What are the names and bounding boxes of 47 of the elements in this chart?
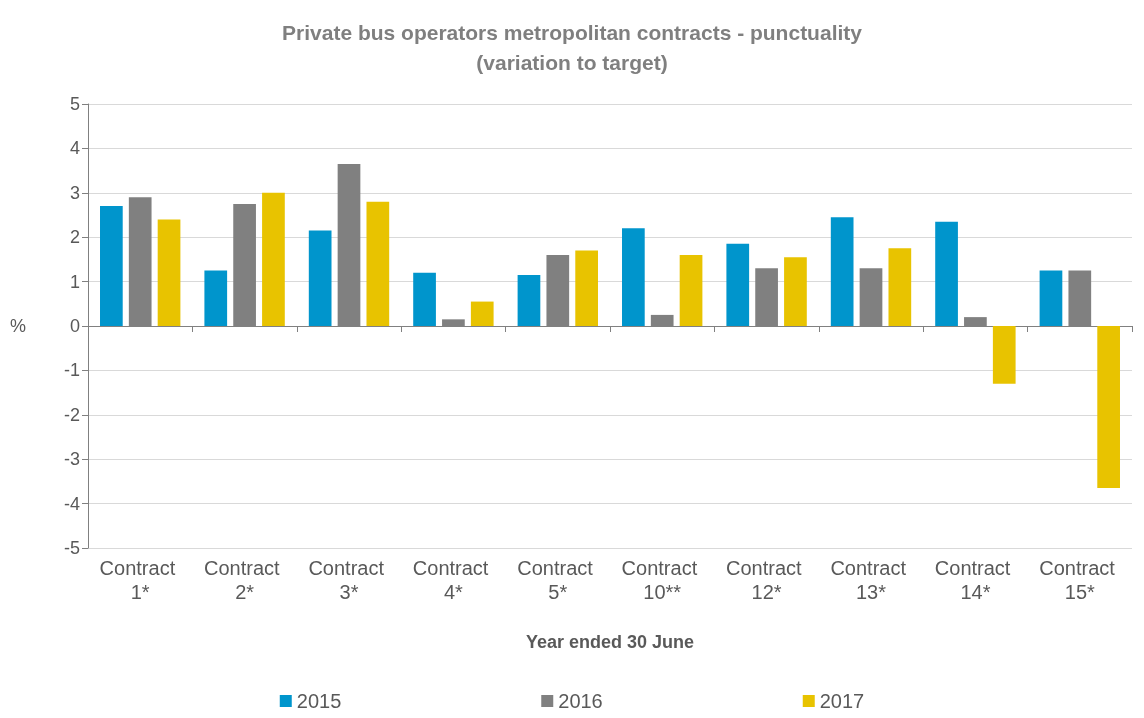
y-axis-title: %: [9, 316, 26, 336]
bar: [830, 217, 854, 326]
bar: [413, 272, 436, 326]
bar: [262, 192, 285, 326]
x-tick-label: Contract 10**: [621, 557, 703, 603]
bar: [470, 301, 494, 326]
x-tick-label: Contract 14*: [934, 557, 1016, 603]
chart-title: Private bus operators metropolitan contracts - punctuality (variation to target): [282, 20, 863, 74]
bar: [784, 257, 807, 326]
bar: [1039, 270, 1063, 326]
bar: [100, 206, 123, 326]
x-tick-label: Contract 15*: [1039, 557, 1121, 603]
legend-label: 2016: [558, 690, 603, 712]
y-tick-label: 5: [69, 94, 80, 114]
x-tick-label: Contract 3*: [308, 557, 390, 603]
bar: [726, 243, 750, 326]
y-tick-label: -3: [63, 449, 80, 470]
bar: [935, 221, 958, 326]
x-axis-title: Year ended 30 June: [525, 632, 695, 652]
bar: [366, 201, 390, 326]
bar: [1097, 326, 1120, 489]
y-tick-label: 2: [69, 227, 80, 248]
legend-label: 2017: [819, 690, 865, 712]
x-tick-label: Contract 1*: [99, 557, 181, 603]
bar: [517, 274, 541, 326]
bar: [157, 219, 181, 326]
y-tick-label: -5: [63, 538, 80, 558]
bar: [204, 270, 228, 326]
bar: [992, 326, 1016, 384]
x-tick-label: Contract 13*: [830, 557, 912, 603]
bar: [888, 248, 912, 326]
y-tick-label: 3: [69, 182, 80, 203]
x-tick-label: Contract 12*: [726, 557, 808, 603]
legend-label: 2015: [296, 690, 342, 712]
y-tick-label: -1: [63, 360, 80, 381]
x-tick-label: Contract 2*: [204, 557, 286, 603]
x-tick-label: Contract 5*: [517, 557, 599, 603]
y-tick-label: 0: [69, 316, 80, 336]
y-tick-label: 1: [69, 271, 80, 292]
y-tick-label: -2: [63, 404, 80, 425]
bar: [679, 254, 703, 326]
bar: [575, 250, 598, 326]
y-tick-label: 4: [69, 138, 80, 159]
bar: [308, 230, 332, 326]
bar: [622, 228, 645, 326]
y-tick-label: -4: [63, 493, 80, 514]
x-tick-label: Contract 4*: [412, 557, 494, 603]
